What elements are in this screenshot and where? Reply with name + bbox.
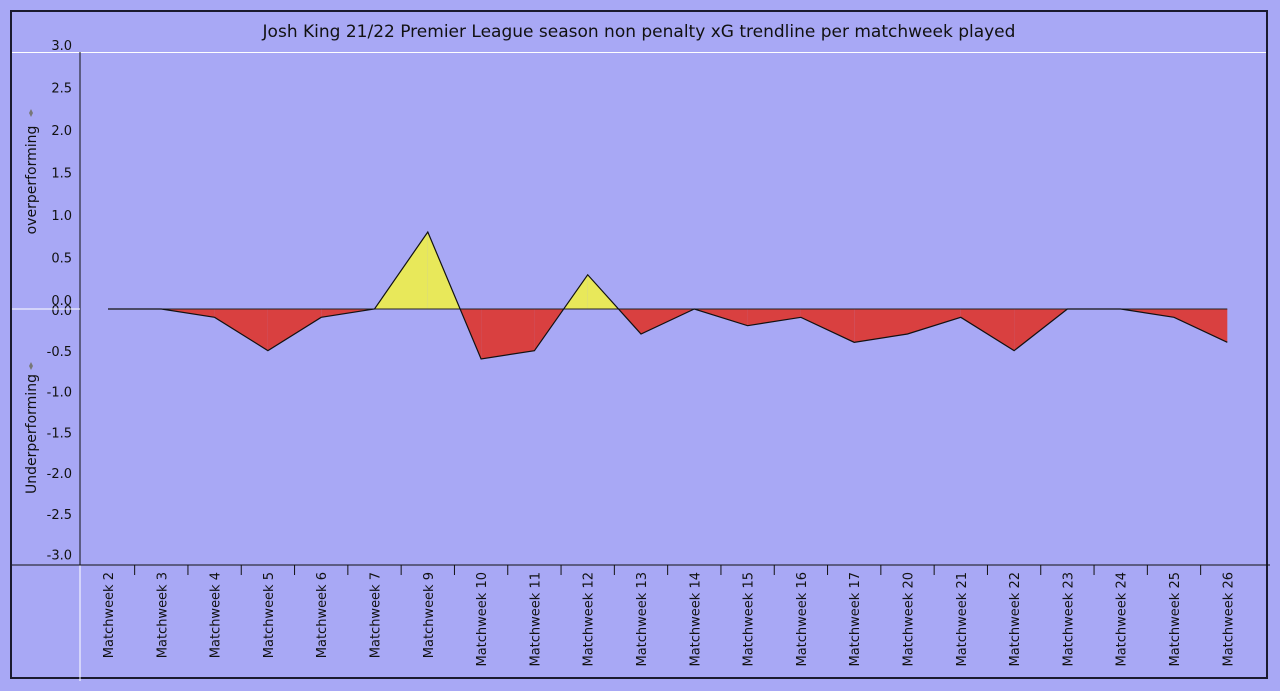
category-label: Matchweek 22 (1008, 572, 1023, 667)
category-label: Matchweek 13 (635, 572, 650, 667)
area-negative (267, 309, 322, 351)
y-tick-label-bottom: -3.0 (47, 549, 72, 564)
area-negative (960, 309, 1015, 351)
area-negative (1174, 309, 1228, 343)
y-tick-label-top: 2.0 (51, 124, 72, 139)
y-tick-label-bottom: -2.0 (47, 467, 72, 482)
y-tick-label-top: 3.0 (51, 39, 72, 54)
y-tick-label-top: 0.5 (51, 252, 72, 267)
category-label: Matchweek 14 (688, 572, 703, 667)
area-negative (747, 309, 801, 326)
chart-title: Josh King 21/22 Premier League season no… (262, 22, 1016, 42)
title-bar: Josh King 21/22 Premier League season no… (12, 12, 1266, 53)
y-tick-label-top: 1.0 (51, 209, 72, 224)
area-negative (214, 309, 268, 351)
area-negative (800, 309, 855, 343)
y-tick-label-top: 0.0 (51, 294, 72, 309)
category-label: Matchweek 17 (848, 572, 863, 667)
y-tick-label-bottom: -1.5 (47, 426, 72, 441)
category-label: Matchweek 25 (1168, 572, 1183, 667)
y-tick-label-bottom: 0.0 (51, 304, 72, 319)
category-label: Matchweek 20 (902, 572, 917, 667)
y-tick-label-bottom: -1.0 (47, 386, 72, 401)
category-label: Matchweek 11 (528, 572, 543, 667)
category-label: Matchweek 21 (955, 572, 970, 667)
category-label: Matchweek 26 (1221, 572, 1236, 667)
category-label: Matchweek 6 (315, 572, 330, 658)
area-negative (481, 309, 535, 359)
category-label: Matchweek 7 (369, 572, 384, 658)
trendline (108, 230, 1228, 360)
chart-frame: Josh King 21/22 Premier League season no… (10, 10, 1270, 681)
category-label: Matchweek 23 (1061, 572, 1076, 667)
category-label: Matchweek 4 (209, 572, 224, 658)
pin-icon-bottom (29, 362, 33, 370)
category-label: Matchweek 15 (742, 572, 757, 667)
area-negative (907, 309, 961, 334)
y-tick-label-bottom: -2.5 (47, 508, 72, 523)
category-label: Matchweek 24 (1115, 572, 1130, 667)
category-label: Matchweek 10 (475, 572, 490, 667)
category-label: Matchweek 3 (155, 572, 170, 658)
y-axis-label-underperforming: Underperforming (24, 374, 40, 494)
area-negative (854, 309, 908, 343)
y-tick-label-top: 1.5 (51, 167, 72, 182)
chart-svg: 3.0 2.5 2.0 1.5 1.0 0.5 0.00.0 -0.5 -1.0 -1.5 -2.0… (12, 39, 1270, 681)
y-tick-label-top: 2.5 (51, 82, 72, 97)
pin-icon-top (29, 109, 33, 117)
y-axis-label-overperforming: overperforming (24, 126, 40, 235)
category-label: Matchweek 5 (262, 572, 277, 658)
category-label: Matchweek 12 (582, 572, 597, 667)
category-label: Matchweek 2 (102, 572, 117, 658)
y-tick-label-bottom: -0.5 (47, 345, 72, 360)
category-label: Matchweek 9 (422, 572, 437, 658)
category-label: Matchweek 16 (795, 572, 810, 667)
